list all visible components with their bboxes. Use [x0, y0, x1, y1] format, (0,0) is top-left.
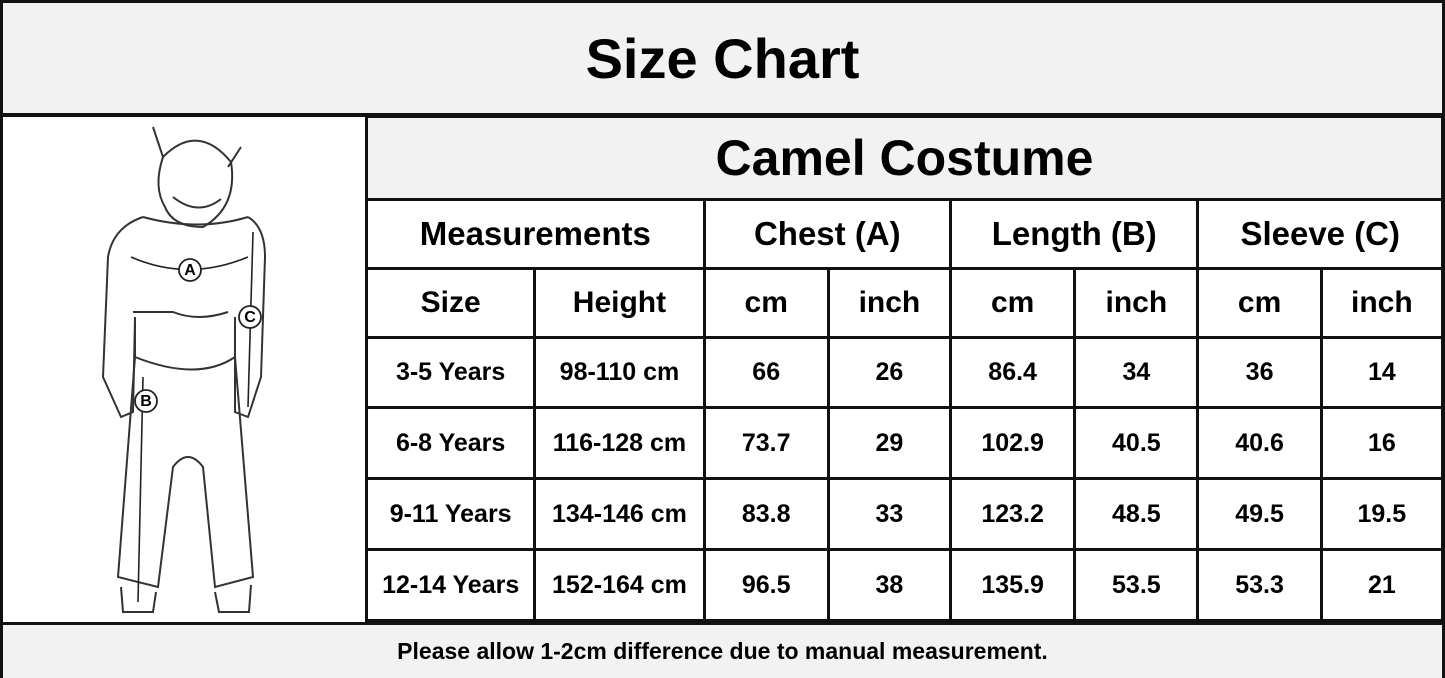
table-cell: 134-146 cm: [533, 477, 706, 552]
table-cell: 48.5: [1073, 477, 1200, 552]
table-cell: 102.9: [949, 406, 1077, 481]
table-cell: 34: [1073, 335, 1200, 410]
table-cell: 19.5: [1319, 477, 1445, 552]
table-cell: 116-128 cm: [533, 406, 706, 481]
table-cell: 53.5: [1073, 548, 1200, 622]
table-cell: 66: [702, 335, 830, 410]
group-header: Sleeve (C): [1196, 198, 1444, 270]
column-header: cm: [949, 266, 1077, 339]
table-cell: 16: [1319, 406, 1445, 481]
figure-label: B: [140, 393, 152, 410]
table-cell: 36: [1196, 335, 1323, 410]
table-cell: 9-11 Years: [364, 477, 537, 552]
table-cell: 86.4: [949, 335, 1077, 410]
table-cell: 6-8 Years: [364, 406, 537, 481]
table-row: Size Height cm inch cm inch cm inch: [364, 266, 1445, 339]
table-cell: 96.5: [702, 548, 830, 622]
column-header: cm: [702, 266, 830, 339]
group-header: Measurements: [365, 198, 706, 270]
table-cell: 26: [826, 335, 953, 410]
size-table: Camel Costume Measurements Chest (A) Lengt…: [364, 114, 1445, 622]
table-cell: 3-5 Years: [364, 335, 537, 410]
table-row: 3-5 Years 98-110 cm 66 26 86.4 34 36 14: [364, 335, 1445, 410]
column-header: inch: [1073, 266, 1200, 339]
table-title: Camel Costume: [365, 114, 1444, 202]
costume-figure: A B C: [101, 126, 267, 613]
table-cell: 152-164 cm: [533, 548, 706, 622]
group-header: Length (B): [949, 198, 1200, 270]
column-header: inch: [826, 266, 953, 339]
figure-label: C: [244, 309, 256, 326]
table-cell: 33: [826, 477, 953, 552]
table-row: 12-14 Years 152-164 cm 96.5 38 135.9 53.5 53.3…: [364, 548, 1445, 622]
table-cell: 53.3: [1196, 548, 1323, 622]
table-cell: 49.5: [1196, 477, 1323, 552]
table-row: 6-8 Years 116-128 cm 73.7 29 102.9 40.5 40.6 16: [364, 406, 1445, 481]
table-cell: 83.8: [702, 477, 830, 552]
figure-label: A: [184, 262, 196, 279]
table-cell: 38: [826, 548, 953, 622]
table-cell: 29: [826, 406, 953, 481]
footer-note: Please allow 1-2cm difference due to man…: [3, 622, 1442, 678]
table-cell: 98-110 cm: [533, 335, 706, 410]
column-header: inch: [1319, 266, 1445, 339]
table-cell: 12-14 Years: [364, 548, 537, 622]
column-header: Size: [364, 266, 537, 339]
table-cell: 21: [1319, 548, 1445, 622]
table-row: Measurements Chest (A) Length (B) Sleeve (C…: [365, 198, 1444, 270]
table-cell: 73.7: [702, 406, 830, 481]
column-header: cm: [1196, 266, 1323, 339]
title: Size Chart: [3, 3, 1442, 117]
table-cell: 135.9: [949, 548, 1077, 622]
table-cell: 123.2: [949, 477, 1077, 552]
group-header: Chest (A): [702, 198, 953, 270]
column-header: Height: [533, 266, 706, 339]
table-cell: 40.6: [1196, 406, 1323, 481]
table-row: 9-11 Years 134-146 cm 83.8 33 123.2 48.5 49.5 1…: [364, 477, 1445, 552]
table-cell: 40.5: [1073, 406, 1200, 481]
table-cell: 14: [1319, 335, 1445, 410]
